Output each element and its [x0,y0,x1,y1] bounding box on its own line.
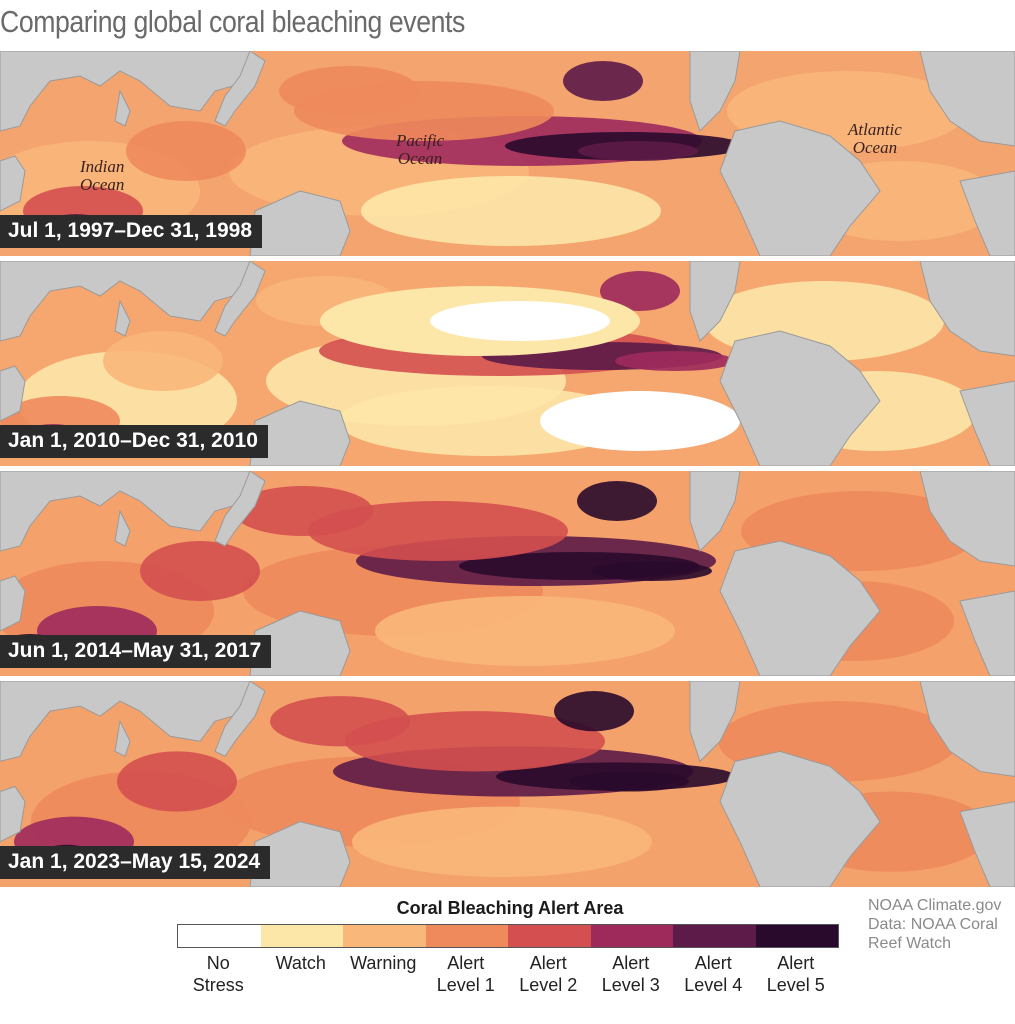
source-credit: NOAA Climate.gov Data: NOAA Coral Reef W… [868,897,1002,952]
period-label: Jun 1, 2014–May 31, 2017 [0,635,272,668]
period-label: Jul 1, 1997–Dec 31, 1998 [0,215,263,248]
map-panel-1997-1998: Indian Ocean Pacific Ocean Atlantic Ocea… [0,51,1015,256]
legend-label: Alert Level 5 [766,953,825,995]
legend-label: Alert Level 1 [436,953,495,995]
legend-title: Coral Bleaching Alert Area [396,898,624,918]
legend-swatch [425,925,508,947]
legend-swatch [755,925,838,947]
legend-label: Alert Level 3 [601,953,660,995]
bleaching-map [0,51,1015,256]
legend-swatch [508,925,591,947]
bleaching-map [0,681,1015,887]
ocean-label-atlantic: Atlantic Ocean [848,120,902,157]
map-panel-2010: Jan 1, 2010–Dec 31, 2010 [0,261,1015,466]
legend-swatch [673,925,756,947]
legend-swatch [590,925,673,947]
map-panel-2014-2017: Jun 1, 2014–May 31, 2017 [0,471,1015,676]
legend-label: No Stress [192,953,244,995]
legend-label: Alert Level 4 [684,953,743,995]
map-panel-2023-2024: Jan 1, 2023–May 15, 2024 [0,681,1015,887]
ocean-label-indian: Indian Ocean [80,157,125,194]
legend-label: Alert Level 2 [519,953,578,995]
legend-label: Watch [275,953,326,973]
legend-swatch [260,925,343,947]
ocean-label-pacific: Pacific Ocean [396,131,445,168]
legend-color-bar [177,924,839,948]
legend-swatch [178,925,261,947]
legend-swatch [343,925,426,947]
period-label: Jan 1, 2010–Dec 31, 2010 [0,425,268,458]
legend-label: Warning [350,953,417,973]
chart-title: Comparing global coral bleaching events [0,4,465,39]
period-label: Jan 1, 2023–May 15, 2024 [0,846,271,879]
legend-labels: No Stress Watch Warning Alert Level 1 Alert … [177,952,837,996]
